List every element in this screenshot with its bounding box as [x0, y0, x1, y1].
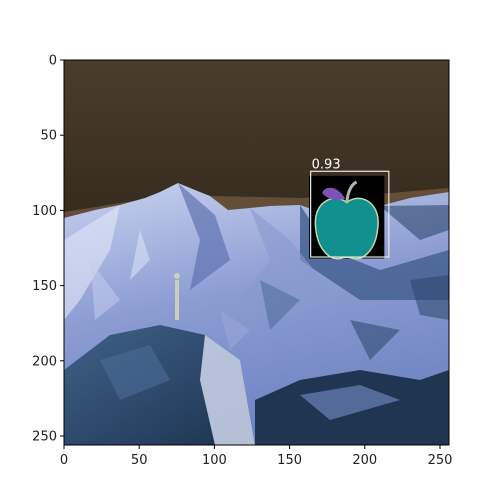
apple-stem	[345, 180, 358, 203]
foreground-rock-face	[200, 335, 255, 445]
y-tick-label: 50	[40, 129, 57, 144]
detection-crop	[309, 175, 385, 260]
foreground-highlight	[300, 385, 400, 420]
x-axis: 0 50 100 150 200 250	[60, 445, 453, 468]
detection-score-label: 0.93	[312, 157, 341, 172]
x-tick-label: 100	[202, 453, 227, 468]
axes-frame	[63, 59, 450, 446]
detection-box	[310, 170, 390, 258]
y-tick-label: 100	[32, 204, 57, 219]
y-tick-label: 250	[32, 429, 57, 444]
x-tick-label: 0	[60, 453, 68, 468]
apple-leaf	[322, 187, 346, 201]
x-tick-label: 250	[428, 453, 453, 468]
apple-icon	[314, 180, 379, 260]
ridge-shadow	[64, 205, 120, 320]
y-tick-label: 200	[32, 354, 57, 369]
photo	[64, 60, 449, 445]
y-tick-label: 150	[32, 279, 57, 294]
x-tick-label: 200	[352, 453, 377, 468]
ridge-shadow	[300, 205, 449, 300]
ridge-shadow	[380, 205, 449, 240]
x-tick-label: 50	[131, 453, 148, 468]
ridge-shadow	[178, 183, 230, 290]
y-axis: 0 50 100 150 200 250	[32, 54, 64, 444]
apple-body	[314, 197, 379, 260]
rock-texture	[90, 230, 449, 360]
y-tick-label: 0	[49, 54, 57, 69]
x-tick-label: 150	[277, 453, 302, 468]
figure-silhouette	[174, 273, 180, 320]
foreground-highlight	[100, 345, 170, 400]
